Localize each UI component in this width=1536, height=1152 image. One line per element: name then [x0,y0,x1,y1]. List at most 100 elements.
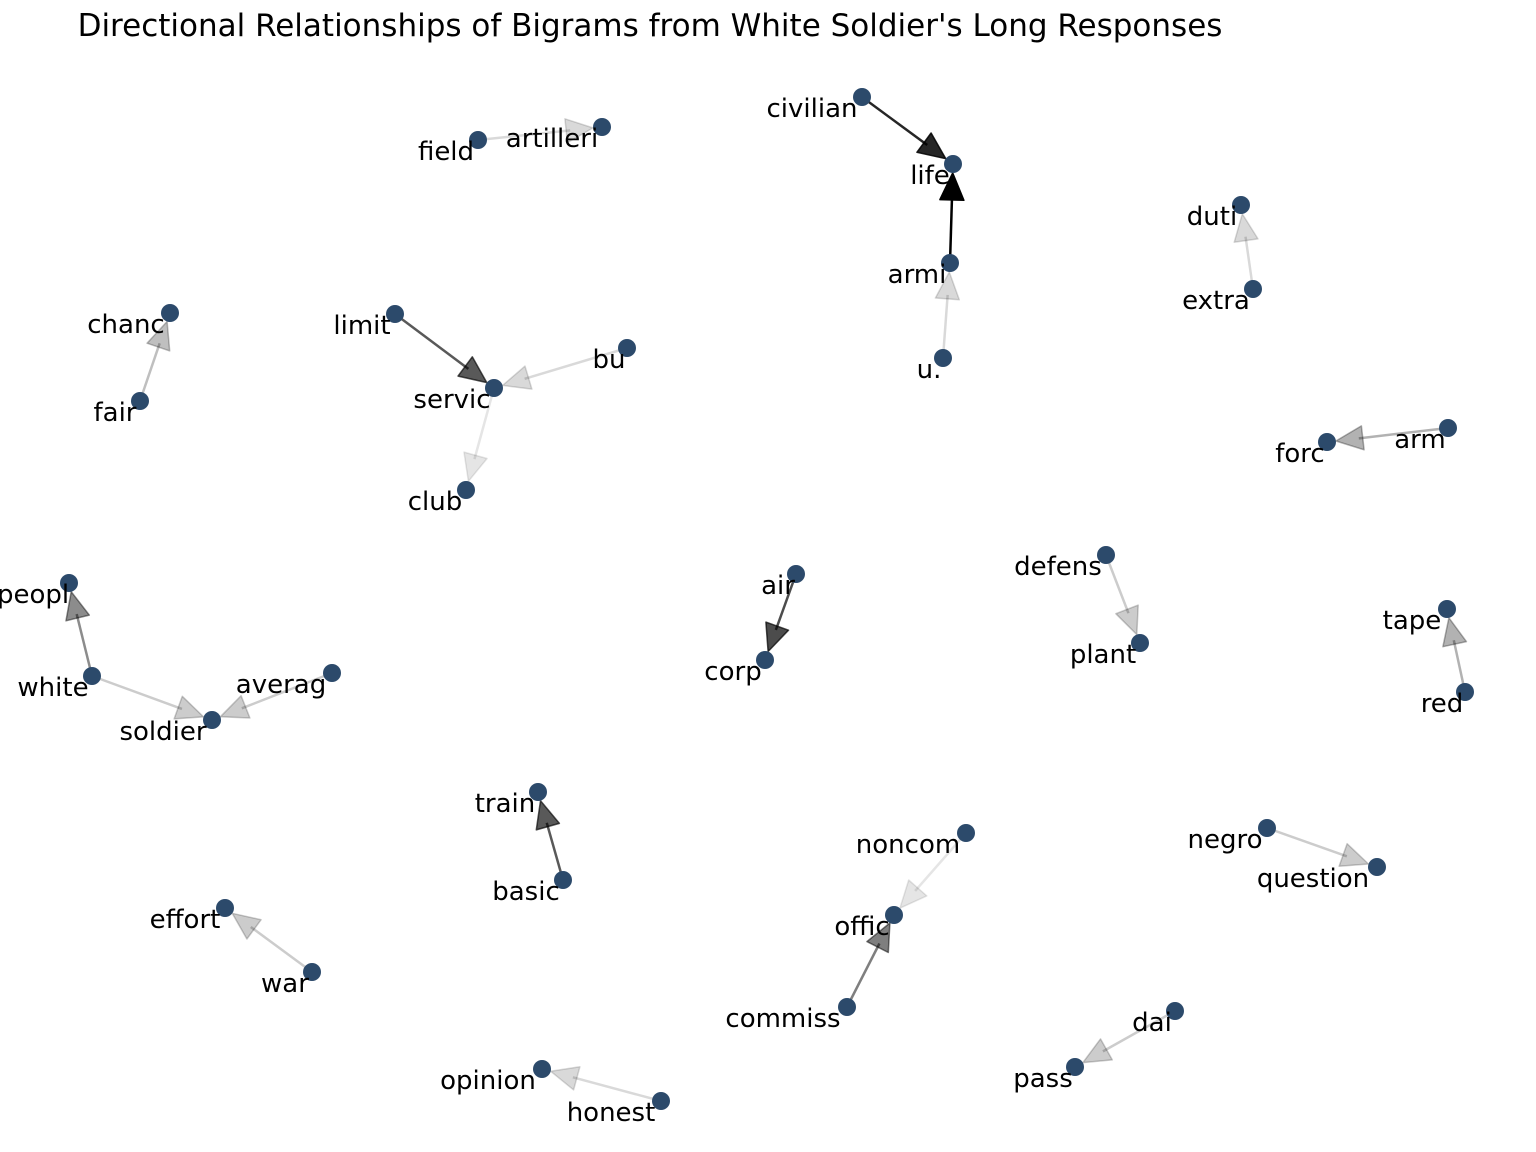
edge-line [1358,426,1449,440]
node-label-noncom: noncom [856,830,960,860]
edge-line [1104,554,1130,614]
edge-extra-to-duti [1233,213,1259,290]
node-red [1456,683,1474,701]
edge-line [1266,826,1348,858]
edge-war-to-effort [231,912,313,974]
node-label-corp: corp [704,657,761,687]
edge-defens-to-plant [1104,554,1139,636]
edge-line [914,832,967,892]
edge-line [138,342,161,402]
edge-line [75,613,94,677]
node-field [469,131,487,149]
edge-line [572,1076,662,1103]
edge-arrowhead [1082,1038,1114,1064]
node-label-honest: honest [567,1098,656,1128]
edge-arrowhead [501,365,533,390]
edge-line [394,312,470,370]
node-arm [1439,419,1457,437]
node-commiss [838,998,856,1016]
edge-arrowhead [463,451,488,483]
node-air [787,565,805,583]
node-label-white: white [17,673,88,703]
node-label-field: field [418,137,474,167]
node-label-arm: arm [1394,425,1446,455]
edge-bu-to-servic [501,346,628,390]
edge-air-to-corp [765,573,798,653]
edge-fair-to-chanc [138,320,171,402]
edge-arrowhead [535,799,561,831]
node-averag [323,664,341,682]
node-label-dai: dai [1132,1008,1172,1038]
node-label-air: air [761,571,795,601]
node-label-effort: effort [150,905,221,935]
node-label-negro: negro [1187,825,1262,855]
edge-arrowhead [564,118,594,144]
node-label-basic: basic [492,877,560,907]
node-negro [1258,819,1276,837]
edge-line [948,195,954,264]
node-peopl [60,574,78,592]
edge-arrowhead [65,590,91,622]
node-label-pass: pass [1013,1064,1073,1094]
edge-line [473,387,496,460]
node-u [934,349,952,367]
edge-honest-to-opinion [549,1066,662,1103]
edge-servic-to-club [463,387,496,483]
edge-field-to-artilleri [477,118,594,144]
node-white [83,667,101,685]
node-noncom [957,824,975,842]
edge-white-to-soldier [91,674,205,720]
edge-arrowhead [765,621,790,653]
edge-averag-to-soldier [219,671,333,719]
node-offic [885,906,903,924]
node-tape [1438,600,1456,618]
edge-red-to-tape [1442,617,1468,693]
edge-line [91,674,183,711]
edge-line [861,95,928,147]
node-corp [756,651,774,669]
edge-arrowhead [1338,842,1370,868]
node-duti [1232,196,1250,214]
edge-arrowhead [173,695,205,720]
node-label-defens: defens [1014,552,1102,582]
edge-arrowhead [219,694,251,719]
edge-arrowhead [866,922,891,954]
node-effort [216,899,234,917]
node-soldier [203,711,221,729]
node-club [457,481,475,499]
edge-negro-to-question [1266,826,1370,868]
node-label-civilian: civilian [767,94,858,124]
node-label-duti: duti [1187,202,1237,232]
node-extra [1244,280,1262,298]
node-label-offic: offic [834,912,889,942]
edge-arrowhead [1442,617,1468,648]
edge-arrowhead [231,912,262,940]
edge-dai-to-pass [1082,1009,1176,1064]
node-defens [1097,546,1115,564]
node-limit [386,305,404,323]
node-label-artilleri: artilleri [506,124,598,154]
edge-limit-to-servic [394,312,488,384]
node-label-train: train [475,789,536,819]
edge-arrowhead [1335,425,1365,451]
edge-line [477,129,571,142]
node-life [944,155,962,173]
edge-white-to-peopl [65,590,94,677]
edge-arrowhead [934,271,961,301]
edge-line [545,822,565,881]
node-label-club: club [408,487,463,517]
node-label-bu: bu [593,345,626,375]
node-label-averag: averag [236,670,326,700]
node-label-forc: forc [1275,439,1324,469]
node-artilleri [593,118,611,136]
edge-arrowhead [146,320,171,352]
node-label-red: red [1421,689,1464,719]
node-label-limit: limit [333,311,390,341]
node-dai [1166,1002,1184,1020]
node-label-u: u. [917,355,942,385]
node-label-extra: extra [1182,286,1250,316]
node-label-commiss: commiss [725,1004,840,1034]
node-pass [1066,1058,1084,1076]
edge-line [845,942,881,1008]
node-label-life: life [910,161,950,191]
